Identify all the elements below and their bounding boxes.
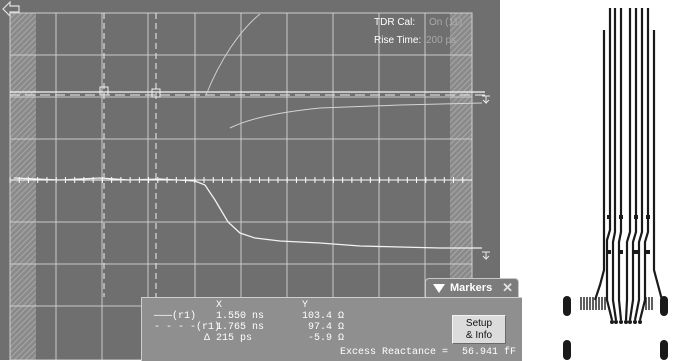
tdr-trace-faded (205, 13, 261, 96)
markers-readout-panel: X Y ———(r1) 1.550 ns 103.4 Ω - - - -(r1)… (141, 297, 522, 361)
close-icon[interactable]: ✕ (502, 280, 513, 295)
excess-reactance-value: 56.941 fF (462, 347, 517, 358)
marker-row-1-symbol: ———(r1) (154, 311, 197, 322)
back-arrow-icon[interactable] (0, 0, 22, 18)
rise-time-value: 200 ps (426, 35, 457, 46)
marker-delta-symbol: Δ (204, 333, 211, 344)
marker-row-2-y: 97.4 Ω (308, 322, 345, 333)
tdr-trace-main (13, 177, 482, 249)
marker-row-1-x: 1.550 ns (216, 311, 265, 322)
pcb-fixture-image (563, 8, 668, 360)
column-header-x: X (216, 300, 223, 311)
marker-cursors (10, 13, 485, 297)
channel-level-markers (482, 95, 490, 261)
rise-time-label: Rise Time: (374, 35, 422, 46)
setup-button-line1: Setup (465, 318, 493, 329)
pcb-comb-pads (580, 297, 653, 310)
column-header-y: Y (302, 300, 309, 311)
pcb-vias (607, 215, 650, 254)
pcb-probe-points (610, 320, 642, 324)
cursor-handles (99, 86, 161, 98)
right-hatch-band (450, 13, 472, 360)
tdr-cal-value: On (11) (429, 17, 463, 28)
marker-row-1-y: 103.4 Ω (302, 311, 345, 322)
markers-tab[interactable]: Markers ✕ (425, 278, 519, 298)
marker-row-2-symbol: - - - -(r1) (154, 322, 221, 333)
marker-delta-y: -5.9 Ω (308, 333, 345, 344)
pcb-traces (593, 8, 664, 321)
markers-tab-label: Markers (450, 282, 493, 294)
pcb-mounting-pads (563, 296, 668, 360)
left-hatch-band (10, 13, 36, 360)
excess-reactance-label: Excess Reactance = (340, 347, 449, 358)
tdr-cal-label: TDR Cal: (374, 17, 416, 28)
marker-row-2-x: 1.765 ns (216, 322, 265, 333)
tdr-trace-upper (229, 102, 483, 129)
marker-delta-x: 215 ps (216, 333, 253, 344)
triangle-down-icon[interactable] (433, 284, 445, 293)
center-axis-ticks (9, 177, 464, 183)
setup-info-button[interactable]: Setup & Info (452, 315, 506, 344)
setup-button-line2: & Info (465, 330, 493, 341)
